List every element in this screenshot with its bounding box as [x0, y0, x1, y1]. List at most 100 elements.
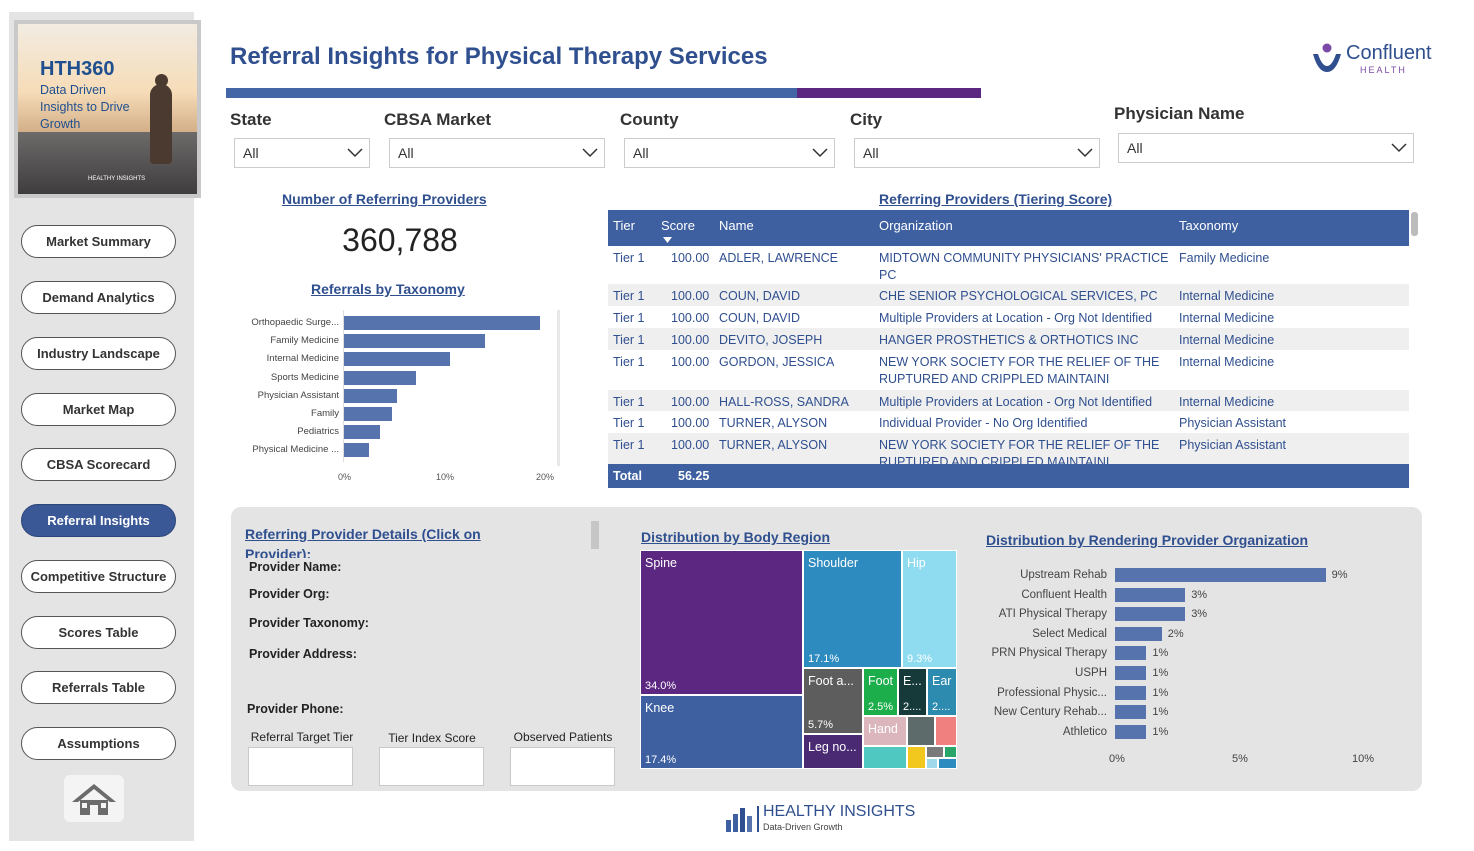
state-value: All	[243, 145, 259, 161]
observed-patients-box	[510, 747, 615, 786]
chevron-down-icon	[347, 148, 363, 158]
taxonomy-bar[interactable]	[344, 352, 450, 367]
org-bar[interactable]	[1115, 587, 1186, 602]
col-taxonomy[interactable]: Taxonomy	[1179, 218, 1239, 233]
org-bar[interactable]	[1115, 724, 1147, 739]
taxonomy-tick: 0%	[338, 472, 352, 482]
org-value-label: 3%	[1191, 588, 1208, 601]
tile-label: Shoulder	[808, 556, 859, 570]
taxonomy-label: Family Medicine	[270, 335, 339, 347]
org-bar[interactable]	[1115, 607, 1186, 622]
tile-ear[interactable]: Ear 2....	[927, 668, 957, 716]
nav-demand-analytics[interactable]: Demand Analytics	[21, 281, 176, 314]
filter-label-cbsa: CBSA Market	[384, 110, 492, 129]
table-row[interactable]: Tier 1 100.00 TURNER, ALYSON Individual Pro…	[608, 411, 1409, 433]
org-value-label: 3%	[1191, 608, 1208, 621]
taxonomy-scrollbar[interactable]	[557, 310, 560, 466]
taxonomy-label: Pediatrics	[297, 426, 339, 438]
tile-small[interactable]	[926, 758, 938, 769]
org-chart-title: Distribution by Rendering Provider Organ…	[986, 532, 1309, 548]
taxonomy-bar[interactable]	[344, 425, 380, 440]
footer-tagline: Data-Driven Growth	[763, 822, 843, 832]
tile-pct: 2....	[903, 701, 922, 713]
logo-sub: HEALTH	[1360, 65, 1407, 75]
county-dropdown[interactable]: All	[624, 138, 835, 168]
cell-name: TURNER, ALYSON	[719, 438, 828, 452]
table-row[interactable]: Tier 1 100.00 DEVITO, JOSEPH HANGER PROSTHE…	[608, 328, 1409, 350]
table-row[interactable]: Tier 1 100.00 COUN, DAVID CHE SENIOR PSYCHO…	[608, 284, 1409, 306]
taxonomy-bar[interactable]	[344, 388, 397, 403]
table-row[interactable]: Tier 1 100.00 TURNER, ALYSON NEW YORK SOCIE…	[608, 433, 1409, 464]
state-dropdown[interactable]: All	[234, 138, 370, 168]
logo-name: Confluent	[1346, 42, 1432, 64]
tile-hand[interactable]: Hand	[863, 716, 907, 746]
tile-foot-ankle[interactable]: Foot a... 5.7%	[803, 668, 863, 734]
nav-market-summary[interactable]: Market Summary	[21, 225, 176, 258]
tile-small[interactable]	[935, 716, 957, 746]
tile-e[interactable]: E... 2....	[898, 668, 927, 716]
org-bar[interactable]	[1115, 646, 1147, 661]
tile-pct: 2.5%	[868, 701, 894, 713]
taxonomy-bar[interactable]	[344, 443, 369, 458]
taxonomy-tick: 20%	[536, 472, 555, 482]
nav-scores-table[interactable]: Scores Table	[21, 616, 176, 649]
tile-small[interactable]	[944, 746, 957, 758]
org-bar[interactable]	[1115, 666, 1147, 680]
nav-competitive-structure[interactable]: Competitive Structure	[21, 560, 176, 593]
taxonomy-bar[interactable]	[344, 334, 485, 349]
logo-divider	[757, 806, 759, 832]
cbsa-dropdown[interactable]: All	[389, 138, 605, 168]
table-row[interactable]: Tier 1 100.00 HALL-ROSS, SANDRA Multiple Pr…	[608, 390, 1409, 411]
col-tier[interactable]: Tier	[613, 218, 635, 233]
tile-leg[interactable]: Leg no...	[803, 734, 863, 769]
nav-market-map[interactable]: Market Map	[21, 393, 176, 426]
tile-knee[interactable]: Knee 17.4%	[640, 695, 803, 769]
table-scrollbar[interactable]	[1411, 212, 1418, 236]
tile-pct: 2....	[932, 701, 951, 713]
county-value: All	[633, 145, 649, 161]
col-organization[interactable]: Organization	[879, 218, 953, 233]
table-row[interactable]: Tier 1 100.00 GORDON, JESSICA NEW YORK SOCI…	[608, 350, 1409, 390]
city-dropdown[interactable]: All	[854, 138, 1100, 168]
cell-tier: Tier 1	[613, 395, 645, 409]
cell-tax: Physician Assistant	[1179, 438, 1286, 452]
col-score[interactable]: Score	[661, 218, 695, 243]
tile-foot[interactable]: Foot 2.5%	[863, 668, 898, 716]
nav-referral-insights[interactable]: Referral Insights	[21, 504, 176, 537]
table-row[interactable]: Tier 1 100.00 COUN, DAVID Multiple Provider…	[608, 306, 1409, 328]
details-scrollbar[interactable]	[591, 521, 599, 549]
taxonomy-bar[interactable]	[344, 370, 416, 385]
cell-score: 100.00	[671, 395, 710, 409]
tile-small[interactable]	[926, 746, 944, 758]
tile-small[interactable]	[863, 746, 907, 769]
cell-name: TURNER, ALYSON	[719, 416, 828, 430]
footer-brand: HEALTHY INSIGHTS	[763, 803, 916, 820]
org-bar[interactable]	[1115, 568, 1326, 582]
taxonomy-bar[interactable]	[344, 407, 392, 421]
tile-pct: 5.7%	[808, 719, 834, 731]
home-button[interactable]	[64, 775, 124, 822]
nav-industry-landscape[interactable]: Industry Landscape	[21, 337, 176, 370]
nav-referrals-table[interactable]: Referrals Table	[21, 671, 176, 704]
col-name[interactable]: Name	[719, 218, 754, 233]
physician-dropdown[interactable]: All	[1118, 133, 1414, 163]
nav-assumptions[interactable]: Assumptions	[21, 727, 176, 760]
nav-cbsa-scorecard[interactable]: CBSA Scorecard	[21, 448, 176, 481]
city-value: All	[863, 145, 879, 161]
table-row[interactable]: Tier 1 100.00 ADLER, LAWRENCE MIDTOWN COMMU…	[608, 246, 1409, 284]
org-bar[interactable]	[1115, 685, 1147, 700]
tile-hip[interactable]: Hip 9.3%	[902, 550, 957, 668]
cell-tier: Tier 1	[613, 251, 645, 265]
cell-tax: Internal Medicine	[1179, 395, 1275, 409]
org-label: Upstream Rehab	[1020, 569, 1107, 581]
tile-shoulder[interactable]: Shoulder 17.1%	[803, 550, 902, 668]
tile-spine[interactable]: Spine 34.0%	[640, 550, 803, 695]
org-bar[interactable]	[1115, 626, 1162, 641]
tile-small[interactable]	[907, 716, 935, 746]
taxonomy-bar[interactable]	[344, 316, 540, 330]
promo-banner: HTH360 Data Driven Insights to Drive Gro…	[14, 20, 201, 198]
org-bar[interactable]	[1115, 705, 1147, 720]
tile-small[interactable]	[938, 758, 957, 769]
tier-index-label: Tier Index Score	[388, 731, 476, 745]
tile-small[interactable]	[907, 746, 926, 769]
